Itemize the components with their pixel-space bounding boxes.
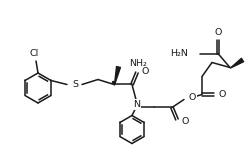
Text: O: O — [141, 67, 149, 76]
Text: O: O — [181, 117, 188, 126]
Text: O: O — [218, 90, 226, 99]
Text: NH₂: NH₂ — [250, 53, 252, 62]
Text: Cl: Cl — [29, 49, 39, 58]
Text: O: O — [213, 28, 221, 37]
Text: NH₂: NH₂ — [129, 59, 146, 68]
Text: H₂N: H₂N — [169, 49, 187, 58]
Text: O: O — [188, 93, 196, 102]
Text: S: S — [72, 80, 78, 89]
Text: N: N — [133, 100, 140, 109]
